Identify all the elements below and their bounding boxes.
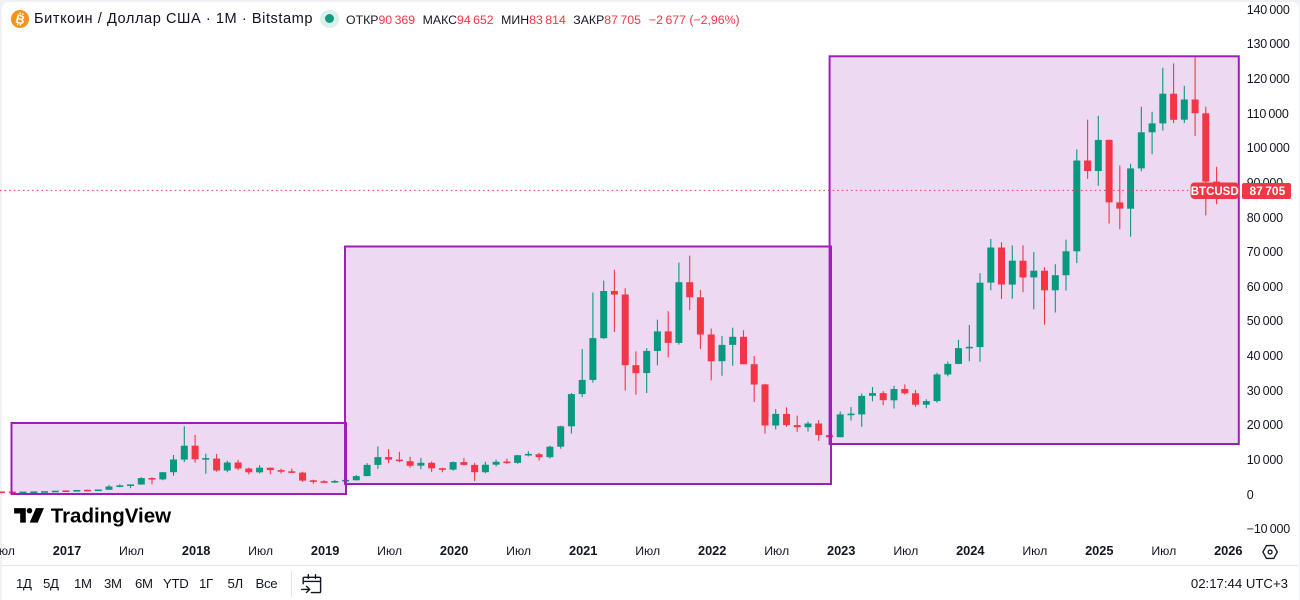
svg-text:TradingView: TradingView [51, 506, 171, 528]
svg-text:BTCUSD: BTCUSD [1191, 186, 1239, 198]
svg-text:B: B [14, 12, 26, 28]
